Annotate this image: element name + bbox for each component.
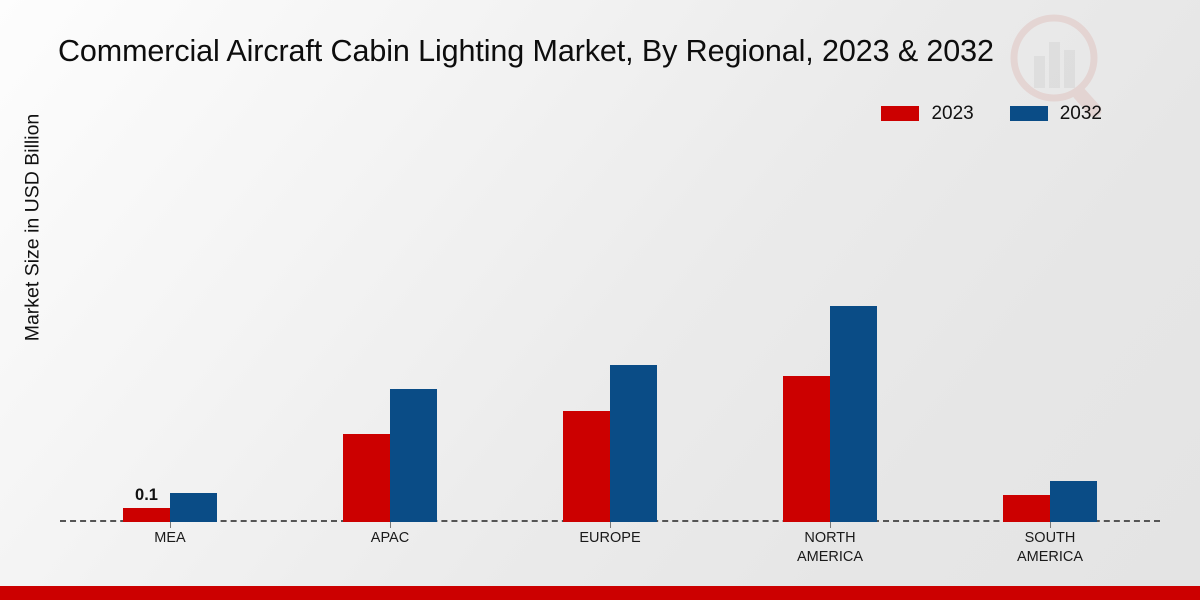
plot-area: 0.1 MEA APAC EUROPE NORTH AMERICA SOUTH AMERI…: [60, 140, 1160, 565]
bar-2023[interactable]: 0.1: [123, 486, 170, 522]
bar-group: APAC: [280, 140, 500, 546]
x-axis-tick: [390, 522, 391, 528]
legend-label-2023: 2023: [931, 103, 974, 124]
bar-group: 0.1 MEA: [60, 140, 280, 546]
x-axis-label: MEA: [154, 530, 186, 546]
bar-2032[interactable]: [610, 365, 657, 522]
bar-2023[interactable]: [783, 376, 830, 522]
bar-2032[interactable]: [830, 306, 877, 522]
x-axis-label: NORTH AMERICA: [796, 530, 864, 566]
bar-groups: 0.1 MEA APAC EUROPE NORTH AMERICA SOUTH AMERI…: [60, 140, 1160, 565]
legend-label-2032: 2032: [1059, 103, 1102, 124]
legend-item-2032[interactable]: 2032: [1009, 103, 1102, 124]
bar-2032[interactable]: [1050, 481, 1097, 522]
bar-2023[interactable]: [1003, 495, 1050, 522]
x-axis-label: SOUTH AMERICA: [1016, 530, 1084, 566]
x-axis-label: APAC: [370, 530, 410, 546]
chart-title: Commercial Aircraft Cabin Lighting Marke…: [58, 34, 994, 68]
x-axis-tick: [170, 522, 171, 528]
bar-pair: 0.1: [123, 140, 217, 522]
x-axis-label: EUROPE: [579, 530, 641, 546]
bar-2032[interactable]: [390, 389, 437, 522]
bar-group: NORTH AMERICA: [720, 140, 940, 565]
legend-item-2023[interactable]: 2023: [881, 103, 974, 124]
x-axis-tick: [1050, 522, 1051, 528]
footer-accent-bar: [0, 586, 1200, 600]
bar-2032[interactable]: [170, 493, 217, 522]
bar-pair: [1003, 140, 1097, 522]
bar-pair: [783, 140, 877, 522]
x-axis-tick: [610, 522, 611, 528]
bar-2023[interactable]: [343, 434, 390, 522]
bar-pair: [343, 140, 437, 522]
bar-group: EUROPE: [500, 140, 720, 546]
bar-pair: [563, 140, 657, 522]
bar-group: SOUTH AMERICA: [940, 140, 1160, 565]
chart-legend: 2023 2032: [881, 104, 1102, 123]
legend-swatch-blue-icon: [1009, 106, 1048, 121]
y-axis-title: Market Size in USD Billion: [21, 113, 44, 342]
bar-2023[interactable]: [563, 411, 610, 522]
bar-value-label: 0.1: [135, 486, 158, 504]
legend-swatch-red-icon: [881, 106, 920, 121]
x-axis-tick: [830, 522, 831, 528]
